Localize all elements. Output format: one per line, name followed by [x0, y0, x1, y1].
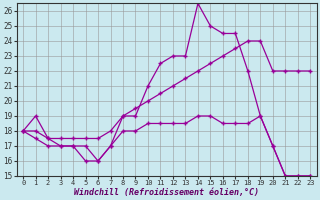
X-axis label: Windchill (Refroidissement éolien,°C): Windchill (Refroidissement éolien,°C)	[74, 188, 259, 197]
